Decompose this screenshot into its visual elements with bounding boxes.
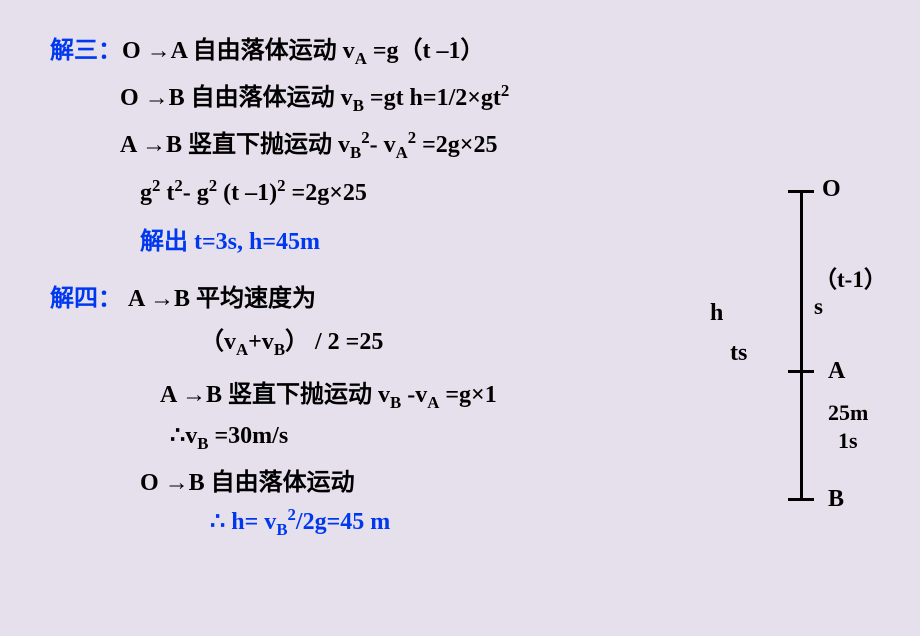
sol4-line3: A →B 竖直下抛运动 vB -vA =g×1	[50, 374, 650, 413]
sol4-line2: （vA+vB） / 2 =25	[50, 321, 650, 360]
sol3-line2: O →B 自由落体运动 vB =gt h=1/2×gt2	[50, 77, 650, 116]
sol4-line5: O →B 自由落体运动	[50, 462, 650, 497]
label-B: B	[828, 486, 844, 513]
solution-text: 解三：O →A 自由落体运动 vA =g（t –1） O →B 自由落体运动 v…	[50, 30, 650, 548]
label-A: A	[828, 358, 845, 385]
sol4-line1: 解四： A →B 平均速度为	[50, 278, 650, 313]
sol3-line4: g2 t2- g2 (t –1)2 =2g×25	[50, 176, 650, 207]
label-h: h	[710, 300, 723, 327]
label-t-minus-1: （t-1） s	[814, 260, 890, 320]
sol3-label: 解三：	[50, 38, 122, 64]
label-ts: ts	[730, 340, 747, 367]
sol4-result: ∴ h= vB2/2g=45 m	[50, 505, 650, 540]
tick-A	[788, 370, 814, 373]
sol3-line3: A →B 竖直下抛运动 vB2- vA2 =2g×25	[50, 124, 650, 163]
label-25m: 25m	[828, 400, 868, 426]
tick-O	[788, 190, 814, 193]
sol3-line1: 解三：O →A 自由落体运动 vA =g（t –1）	[50, 30, 650, 69]
sol3-result: 解出 t=3s, h=45m	[50, 221, 650, 256]
sol4-label: 解四：	[50, 286, 122, 312]
label-O: O	[822, 176, 841, 203]
tick-B	[788, 498, 814, 501]
sol4-line4: ∴vB =30m/s	[50, 421, 650, 454]
motion-diagram: O A B （t-1） s h ts 25m 1s	[630, 180, 890, 520]
label-1s: 1s	[838, 428, 858, 454]
diagram-vertical-line	[800, 190, 803, 500]
